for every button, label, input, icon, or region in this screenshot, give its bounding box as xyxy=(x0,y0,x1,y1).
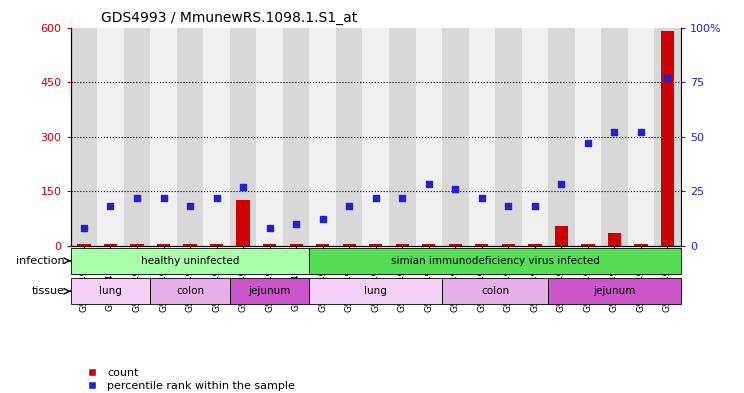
Bar xyxy=(210,244,223,246)
Bar xyxy=(635,244,647,246)
Bar xyxy=(230,28,257,246)
Text: lung: lung xyxy=(99,286,122,296)
Point xyxy=(78,225,90,231)
Point xyxy=(158,195,170,201)
Bar xyxy=(71,28,97,246)
Point xyxy=(397,195,408,201)
Bar xyxy=(628,28,654,246)
Bar xyxy=(289,244,303,246)
Bar xyxy=(157,244,170,246)
Text: jejunum: jejunum xyxy=(248,286,291,296)
Bar xyxy=(310,28,336,246)
Text: colon: colon xyxy=(481,286,509,296)
Bar xyxy=(263,244,276,246)
Bar xyxy=(283,28,310,246)
Bar xyxy=(124,28,150,246)
Point xyxy=(609,129,620,135)
Text: infection: infection xyxy=(16,256,65,266)
Point xyxy=(290,220,302,227)
Point xyxy=(449,185,461,192)
Bar xyxy=(654,28,681,246)
Bar xyxy=(548,279,681,304)
Bar xyxy=(97,28,124,246)
Bar xyxy=(310,279,442,304)
Point xyxy=(502,203,514,209)
Bar xyxy=(203,28,230,246)
Bar xyxy=(310,248,681,274)
Point xyxy=(263,225,275,231)
Point xyxy=(131,195,143,201)
Point xyxy=(661,75,673,81)
Bar xyxy=(71,248,310,274)
Bar xyxy=(71,279,150,304)
Point xyxy=(184,203,196,209)
Point xyxy=(529,203,541,209)
Bar xyxy=(342,244,356,246)
Bar xyxy=(230,279,310,304)
Bar xyxy=(522,28,548,246)
Text: jejunum: jejunum xyxy=(593,286,635,296)
Point xyxy=(211,195,222,201)
Bar xyxy=(422,244,435,246)
Bar xyxy=(257,28,283,246)
Bar xyxy=(608,233,621,246)
Bar xyxy=(316,244,330,246)
Bar xyxy=(555,226,568,246)
Bar xyxy=(449,244,462,246)
Point xyxy=(370,195,382,201)
Bar xyxy=(184,244,196,246)
Point xyxy=(635,129,647,135)
Bar xyxy=(601,28,628,246)
Bar xyxy=(415,28,442,246)
Point xyxy=(343,203,355,209)
Point xyxy=(104,203,116,209)
Bar xyxy=(528,244,542,246)
Bar xyxy=(475,244,489,246)
Bar xyxy=(661,31,674,246)
Bar xyxy=(389,28,415,246)
Point xyxy=(423,181,434,187)
Text: colon: colon xyxy=(176,286,204,296)
Bar xyxy=(150,28,177,246)
Legend: count, percentile rank within the sample: count, percentile rank within the sample xyxy=(76,363,300,393)
Bar xyxy=(574,28,601,246)
Bar xyxy=(150,279,230,304)
Bar xyxy=(469,28,495,246)
Text: lung: lung xyxy=(365,286,387,296)
Text: tissue: tissue xyxy=(31,286,65,296)
Text: simian immunodeficiency virus infected: simian immunodeficiency virus infected xyxy=(391,256,600,266)
Bar xyxy=(130,244,144,246)
Bar xyxy=(336,28,362,246)
Bar xyxy=(581,244,594,246)
Point xyxy=(582,140,594,146)
Bar xyxy=(442,279,548,304)
Point xyxy=(476,195,488,201)
Bar xyxy=(396,244,409,246)
Bar xyxy=(548,28,574,246)
Bar xyxy=(362,28,389,246)
Bar xyxy=(237,200,250,246)
Text: GDS4993 / MmunewRS.1098.1.S1_at: GDS4993 / MmunewRS.1098.1.S1_at xyxy=(101,11,357,25)
Bar xyxy=(495,28,522,246)
Point xyxy=(556,181,568,187)
Bar xyxy=(501,244,515,246)
Bar xyxy=(177,28,203,246)
Bar xyxy=(104,244,117,246)
Text: healthy uninfected: healthy uninfected xyxy=(141,256,240,266)
Bar xyxy=(442,28,469,246)
Bar xyxy=(77,244,91,246)
Point xyxy=(317,216,329,222)
Point xyxy=(237,184,249,190)
Bar xyxy=(369,244,382,246)
